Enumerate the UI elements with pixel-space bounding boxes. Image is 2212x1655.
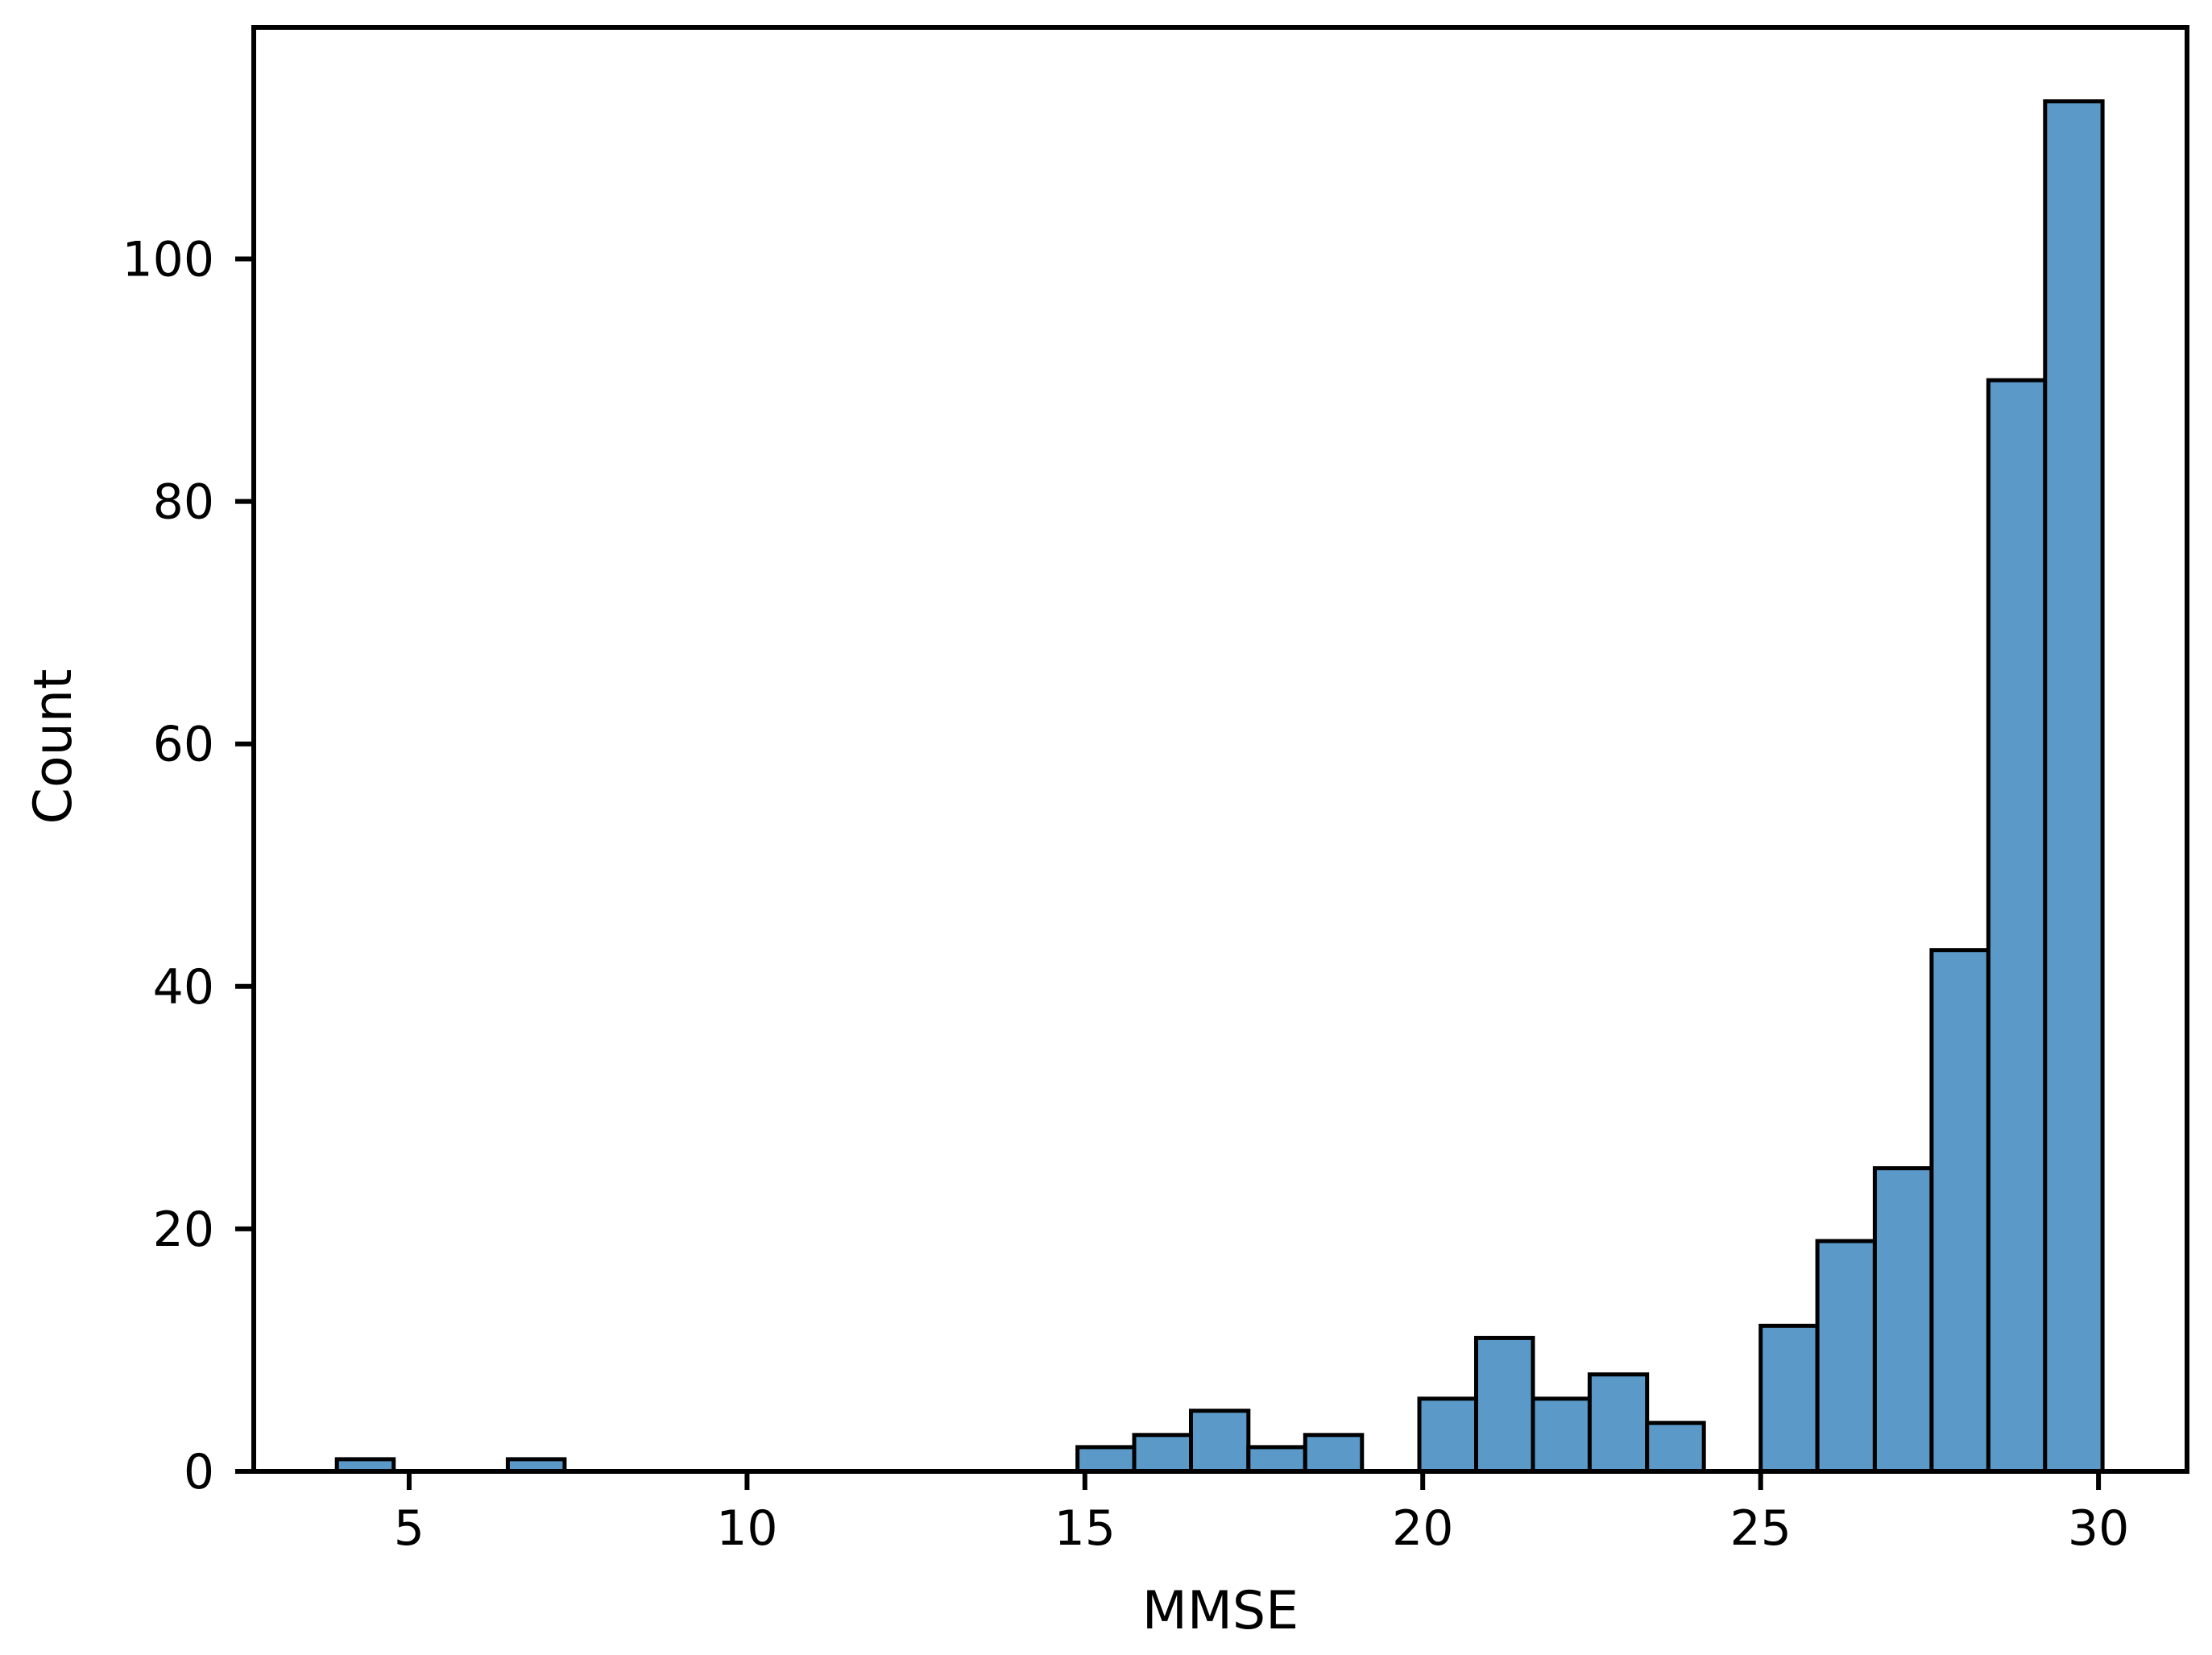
x-tick-label: 20 [1392,1500,1453,1557]
axes-frame [251,25,2189,1474]
y-axis-label: Count [23,668,84,824]
histogram-bar [1986,378,2048,1474]
y-tick-label: 40 [153,959,214,1016]
histogram-bar [1872,1166,1934,1474]
histogram-bar [1303,1433,1365,1474]
y-tick-label: 100 [122,232,214,288]
histogram-bar [2043,99,2105,1474]
x-tick-label: 5 [394,1500,425,1557]
bars-group [334,99,2105,1474]
histogram-bar [1417,1396,1478,1474]
histogram-bar [1645,1421,1706,1474]
histogram-bar [1929,948,1990,1474]
x-axis-label: MMSE [1142,1581,1299,1641]
histogram-bar [1474,1335,1535,1474]
x-axis-ticks: 5 10 15 20 25 30 [394,1474,2129,1557]
histogram-bar [1246,1445,1307,1474]
y-tick-label: 0 [184,1444,214,1500]
histogram-bar [1075,1445,1137,1474]
histogram-bar [1531,1396,1592,1474]
y-axis-ticks: 0 20 40 60 80 100 [122,232,251,1500]
histogram-bar [1189,1409,1251,1474]
histogram-bar [1587,1372,1650,1474]
x-tick-label: 15 [1054,1500,1116,1557]
histogram-bar [1815,1239,1877,1474]
histogram-bar [1758,1323,1820,1474]
y-tick-label: 60 [153,717,214,773]
y-tick-label: 20 [153,1202,214,1258]
y-tick-label: 80 [153,474,214,531]
x-tick-label: 10 [716,1500,777,1557]
x-tick-label: 25 [1730,1500,1792,1557]
histogram-bar [1132,1433,1193,1474]
x-tick-label: 30 [2068,1500,2129,1557]
